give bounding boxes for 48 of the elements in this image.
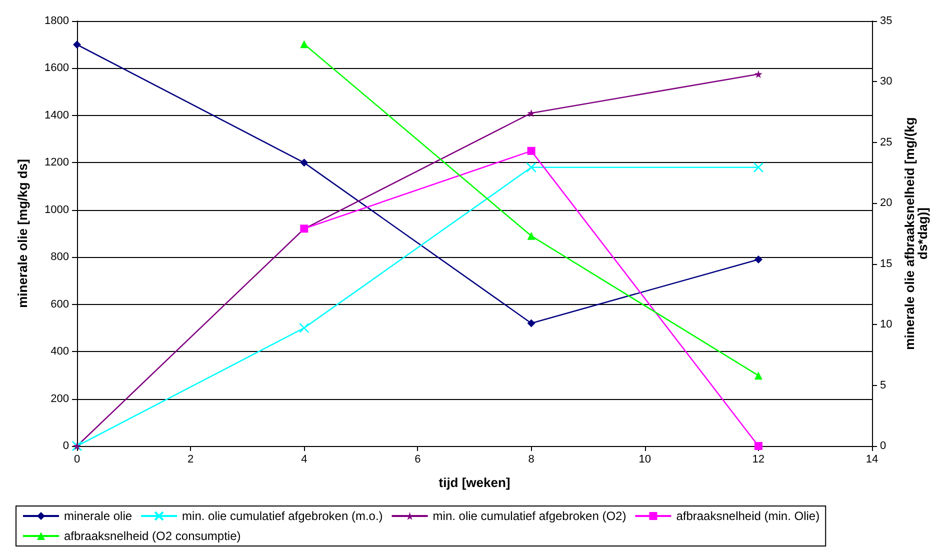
y2-axis-title: minerale olie afbraaksnelheid [mg/(kg ds*dag)]: [902, 117, 930, 350]
x-tick-label: 4: [301, 454, 308, 466]
point: [527, 232, 536, 240]
y-tick-label: 800: [50, 251, 69, 264]
point: [527, 109, 536, 118]
point: [754, 255, 762, 264]
point: [298, 322, 310, 334]
y-axis-title: minerale olie [mg/kg ds]: [15, 159, 30, 308]
y-tick-label: 1800: [44, 15, 69, 27]
legend-label: minerale olie: [64, 509, 132, 523]
y2-tick-label: 15: [880, 258, 892, 270]
point: [754, 442, 762, 450]
y-tick-label: 1400: [44, 109, 69, 122]
point: [300, 158, 308, 167]
legend-label: afbraaksnelheid (min. Olie): [676, 509, 820, 523]
y2-tick-label: 35: [880, 15, 892, 27]
x-tick-label: 10: [638, 454, 651, 466]
x-tick-label: 12: [752, 454, 765, 466]
x-tick-label: 14: [866, 454, 878, 466]
point: [753, 162, 764, 173]
y2-tick-label: 25: [880, 136, 892, 148]
y-tick-label: 1600: [44, 62, 69, 74]
x-tick-label: 2: [188, 454, 194, 466]
y-tick-label: 400: [50, 346, 69, 358]
x-axis-title: tijd [weken]: [438, 475, 510, 490]
y2-tick-label: 0: [880, 440, 886, 452]
y-tick-label: 1000: [44, 204, 69, 216]
y-tick-label: 200: [50, 392, 69, 405]
legend-label: min. olie cumulatief afgebroken (m.o.): [182, 509, 383, 523]
point: [754, 70, 762, 78]
legend-label: afbraaksnelheid (O2 consumptie): [64, 529, 241, 543]
y2-tick-label: 10: [880, 318, 892, 331]
point: [754, 372, 762, 380]
x-tick-label: 8: [528, 454, 534, 466]
point: [526, 162, 536, 173]
y-tick-label: 1200: [44, 156, 69, 169]
y-tick-label: 600: [50, 298, 69, 310]
x-tick-label: 0: [74, 454, 80, 466]
x-tick-label: 6: [414, 454, 421, 466]
point: [527, 146, 536, 155]
legend-label: min. olie cumulatief afgebroken (O2): [432, 509, 626, 523]
y2-tick-label: 30: [880, 76, 892, 88]
y2-tick-label: 20: [880, 197, 892, 210]
y2-tick-label: 5: [880, 379, 886, 392]
y-tick-label: 0: [62, 440, 69, 452]
point: [300, 40, 308, 48]
point: [527, 319, 536, 328]
point: [73, 40, 81, 49]
